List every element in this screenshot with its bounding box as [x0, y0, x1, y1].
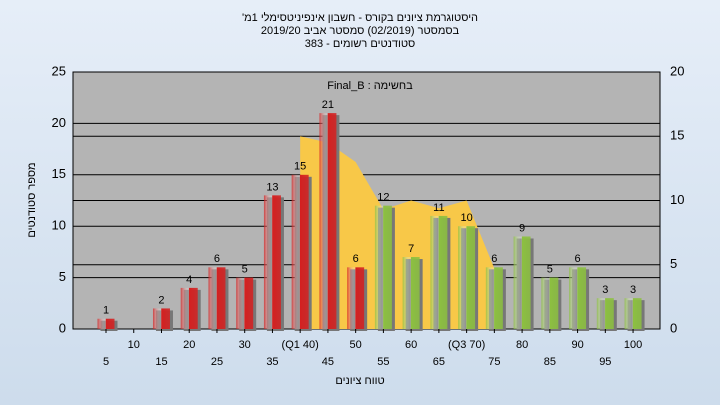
bar [430, 215, 448, 329]
x-tick-label: 25 [211, 356, 223, 368]
y-tick-label: 15 [52, 166, 66, 181]
data-label: 6 [214, 253, 220, 265]
bar [97, 318, 115, 329]
y-tick-label: 0 [59, 320, 66, 335]
bar [485, 267, 503, 329]
x-tick-label: 90 [571, 339, 583, 351]
x-tick-label: (Q3 70) [448, 339, 485, 351]
data-label: 21 [322, 99, 334, 111]
x-tick-label: 100 [624, 339, 642, 351]
y-tick-label: 20 [52, 115, 66, 130]
data-label: 6 [575, 253, 581, 265]
data-label: 9 [519, 222, 525, 234]
data-label: 2 [158, 294, 164, 306]
y-tick-label: 10 [52, 218, 66, 233]
x-tick-label: 65 [433, 356, 445, 368]
data-label: 5 [242, 264, 248, 276]
y2-tick-label: 0 [670, 320, 677, 335]
data-label: 6 [353, 253, 359, 265]
bar [569, 267, 587, 329]
bar [596, 298, 614, 329]
data-label: 1 [103, 305, 109, 317]
x-tick-label: 55 [377, 356, 389, 368]
bar [374, 205, 392, 329]
x-tick-label: 45 [322, 356, 334, 368]
y-tick-label: 5 [59, 269, 66, 284]
annotation: בחשימה : Final_B [327, 80, 413, 92]
x-tick-label: 20 [183, 339, 195, 351]
x-tick-label: 95 [599, 356, 611, 368]
data-label: 3 [602, 284, 608, 296]
x-tick-label: 15 [155, 356, 167, 368]
bar [541, 277, 559, 329]
x-tick-label: 80 [516, 339, 528, 351]
y2-tick-label: 20 [670, 63, 684, 78]
x-tick-label: 50 [350, 339, 362, 351]
data-label: 11 [433, 202, 444, 214]
data-label: 13 [266, 181, 278, 193]
data-label: 5 [547, 264, 553, 276]
chart-subtitle: בסמסטר (02/2019) סמסטר אביב 2019/20 [261, 25, 460, 37]
bar [208, 267, 226, 329]
data-label: 3 [630, 284, 636, 296]
bar [180, 287, 198, 329]
y2-tick-label: 5 [670, 256, 677, 271]
data-label: 6 [491, 253, 497, 265]
data-label: 12 [377, 192, 389, 204]
x-tick-label: 35 [266, 356, 278, 368]
bar [236, 277, 254, 329]
data-label: 4 [186, 274, 192, 286]
y2-tick-label: 10 [670, 192, 684, 207]
bar [347, 267, 365, 329]
chart-subtitle: סטודנטים רשומים - 383 [305, 38, 416, 50]
data-label: 7 [408, 243, 414, 255]
x-tick-label: 10 [128, 339, 140, 351]
bar [319, 113, 337, 330]
x-tick-label: 75 [488, 356, 500, 368]
y2-tick-label: 15 [670, 128, 684, 143]
bar [624, 298, 642, 329]
y-axis-label: מספר סטודנטים [26, 162, 38, 237]
x-tick-label: 85 [544, 356, 556, 368]
bar [152, 308, 170, 329]
bar [513, 236, 531, 329]
x-tick-label: 60 [405, 339, 417, 351]
x-tick-label: 30 [239, 339, 251, 351]
bar [458, 226, 476, 329]
y-tick-label: 25 [52, 63, 66, 78]
x-tick-label: (Q1 40) [282, 339, 319, 351]
bar [291, 174, 309, 329]
chart-title: היסטוגרמת ציונים בקורס - חשבון אינפיניטס… [242, 11, 478, 24]
bar [263, 195, 281, 329]
data-label: 15 [294, 161, 306, 173]
x-tick-label: 5 [103, 356, 109, 368]
data-label: 10 [460, 212, 472, 224]
bar [402, 257, 420, 329]
x-axis-label: טווח ציונים [335, 375, 384, 387]
